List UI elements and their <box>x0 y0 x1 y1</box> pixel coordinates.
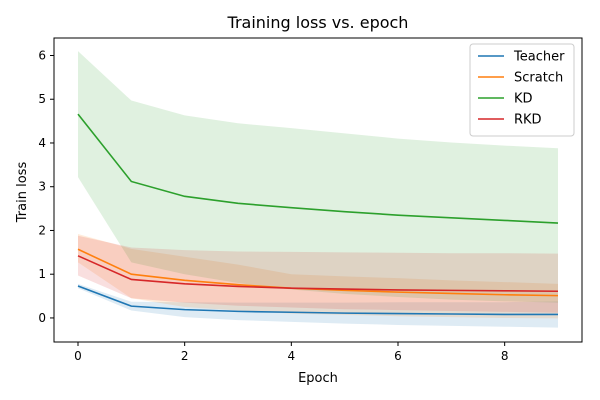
legend-box <box>469 43 575 137</box>
line-rkd <box>77 255 559 293</box>
legend-label-teacher: Teacher <box>513 50 565 65</box>
y-tick-label: 3 <box>38 180 46 194</box>
series-lines <box>77 113 559 316</box>
x-axis: 0 2 4 6 8 <box>74 342 508 363</box>
y-tick-label: 1 <box>38 267 46 281</box>
plot-frame <box>53 37 583 343</box>
y-tick-label: 2 <box>38 223 46 237</box>
legend: Teacher Scratch KD RKD <box>469 43 575 137</box>
y-tick-label: 4 <box>38 136 46 150</box>
y-tick-label: 6 <box>38 48 46 62</box>
y-tick-label: 0 <box>38 311 46 325</box>
legend-label-kd: KD <box>514 92 533 107</box>
band-teacher <box>78 283 558 328</box>
y-axis: 0 1 2 3 4 5 6 <box>38 48 54 325</box>
legend-label-rkd: RKD <box>514 113 542 128</box>
x-axis-label: Epoch <box>298 371 338 386</box>
y-axis-label: Train loss <box>15 162 30 224</box>
line-kd <box>77 113 559 224</box>
line-teacher <box>77 285 558 316</box>
x-tick-label: 0 <box>74 349 82 363</box>
band-scratch <box>78 233 558 319</box>
y-tick-label: 5 <box>38 92 46 106</box>
x-tick-label: 2 <box>181 349 189 363</box>
chart-title: Training loss vs. epoch <box>227 13 409 32</box>
band-kd <box>78 51 558 303</box>
x-tick-label: 8 <box>501 349 509 363</box>
legend-label-scratch: Scratch <box>514 71 563 86</box>
x-tick-label: 6 <box>394 349 402 363</box>
x-tick-label: 4 <box>288 349 296 363</box>
